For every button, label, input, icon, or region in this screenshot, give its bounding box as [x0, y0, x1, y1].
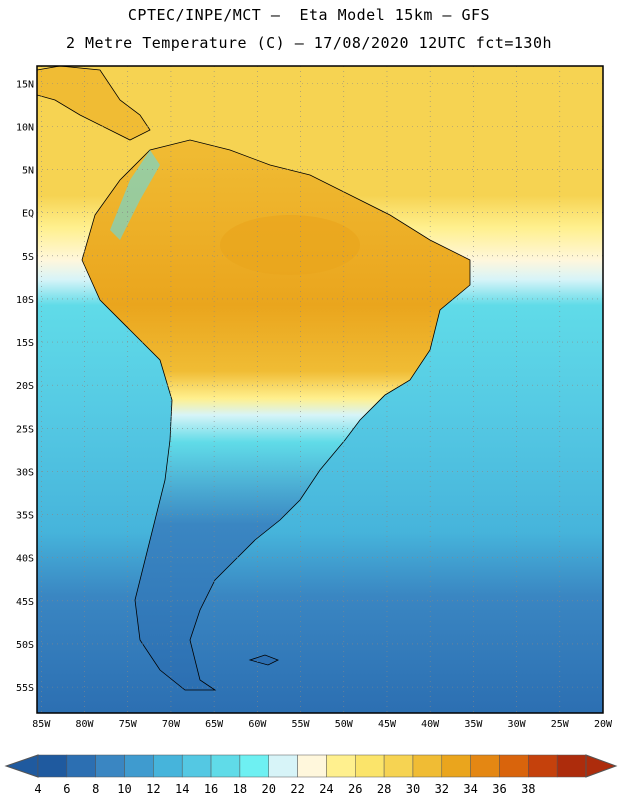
lon-label: 60W [248, 719, 267, 730]
lon-label: 65W [205, 719, 224, 730]
colorbar-swatch [355, 754, 385, 778]
colorbar-swatch [66, 754, 96, 778]
colorbar-swatch [37, 754, 68, 778]
colorbar-swatch [383, 754, 414, 778]
colorbar-level-label: 32 [435, 782, 449, 796]
lat-label: 5N [22, 166, 34, 177]
colorbar-level-label: 36 [492, 782, 506, 796]
lon-label: 25W [551, 719, 570, 730]
colorbar-labels: 4 6 8 10 12 14 16 18 20 22 24 26 28 30 32 34 36 38 [34, 782, 535, 796]
colorbar-swatch [181, 754, 212, 778]
colorbar: 4 6 8 10 12 14 16 18 20 22 24 26 28 30 32 34 36 38 [4, 754, 618, 796]
colorbar-level-label: 24 [319, 782, 333, 796]
colorbar-level-label: 14 [175, 782, 189, 796]
colorbar-swatch [556, 754, 587, 778]
colorbar-level-label: 4 [34, 782, 41, 796]
colorbar-level-label: 18 [233, 782, 247, 796]
falkland-islands [248, 654, 279, 666]
colorbar-swatch [239, 754, 269, 778]
colorbar-level-label: 10 [117, 782, 131, 796]
lat-label: 35S [16, 511, 34, 522]
lon-label: 20W [594, 719, 613, 730]
colorbar-swatch [297, 754, 327, 778]
lat-label: 30S [16, 467, 34, 478]
colorbar-swatch [499, 754, 529, 778]
lon-label: 75W [119, 719, 138, 730]
colorbar-swatch [268, 754, 298, 778]
lon-label: 80W [75, 719, 94, 730]
colorbar-level-label: 34 [463, 782, 477, 796]
lat-label: 10S [16, 295, 34, 306]
lat-label: 45S [16, 597, 34, 608]
colorbar-swatch [528, 754, 558, 778]
lat-label: 50S [16, 640, 34, 651]
colorbar-level-label: 12 [146, 782, 160, 796]
colorbar-swatch [124, 754, 154, 778]
map-title-line2: 2 Metre Temperature (C) – 17/08/2020 12U… [65, 34, 553, 52]
colorbar-level-label: 16 [204, 782, 218, 796]
lon-label: 40W [421, 719, 440, 730]
south-america-land [81, 139, 471, 691]
latitude-labels: 15N 10N 5N EQ 5S 10S 15S 20S 25S 30S 35S 40S 45S 50S 5… [16, 79, 34, 694]
colorbar-swatch [441, 754, 471, 778]
lat-label: 15S [16, 338, 34, 349]
colorbar-level-label: 28 [377, 782, 391, 796]
plot-frame [36, 65, 604, 714]
amazon-hot-core [220, 215, 360, 275]
lon-label: 85W [32, 719, 51, 730]
colorbar-level-label: 20 [262, 782, 276, 796]
colorbar-level-label: 6 [63, 782, 70, 796]
temperature-map: 15N 10N 5N EQ 5S 10S 15S 20S 25S 30S 35S 40S 45S 50S 5… [16, 65, 613, 730]
andes-cold-ridge [110, 150, 160, 240]
colorbar-level-label: 38 [521, 782, 535, 796]
lat-label: 20S [16, 381, 34, 392]
lon-label: 55W [292, 719, 311, 730]
lat-label: 5S [22, 252, 34, 263]
colorbar-extend-high [585, 754, 618, 778]
colorbar-level-label: 30 [406, 782, 420, 796]
lon-label: 45W [378, 719, 397, 730]
lat-label: 25S [16, 424, 34, 435]
lon-label: 35W [464, 719, 483, 730]
lon-label: 50W [335, 719, 354, 730]
colorbar-swatch [326, 754, 356, 778]
lat-label: 15N [16, 79, 34, 90]
colorbar-level-label: 22 [290, 782, 304, 796]
colorbar-swatch [210, 754, 241, 778]
longitude-labels: 85W 80W 75W 70W 65W 60W 55W 50W 45W 40W 35W 30W 25W 2… [32, 719, 613, 730]
colorbar-level-label: 8 [92, 782, 99, 796]
colorbar-level-label: 26 [348, 782, 362, 796]
lat-label: 55S [16, 683, 34, 694]
colorbar-swatch [153, 754, 183, 778]
lat-label: 40S [16, 554, 34, 565]
lon-label: 70W [162, 719, 181, 730]
lon-label: 30W [508, 719, 527, 730]
colorbar-swatch [412, 754, 443, 778]
lat-label: 10N [16, 122, 34, 133]
colorbar-swatch [95, 754, 125, 778]
map-title-line1: CPTEC/INPE/MCT – Eta Model 15km – GFS [127, 6, 491, 24]
colorbar-extend-low [4, 754, 39, 778]
lat-label: EQ [22, 209, 34, 220]
colorbar-swatch [470, 754, 500, 778]
central-america-coast [37, 66, 151, 141]
